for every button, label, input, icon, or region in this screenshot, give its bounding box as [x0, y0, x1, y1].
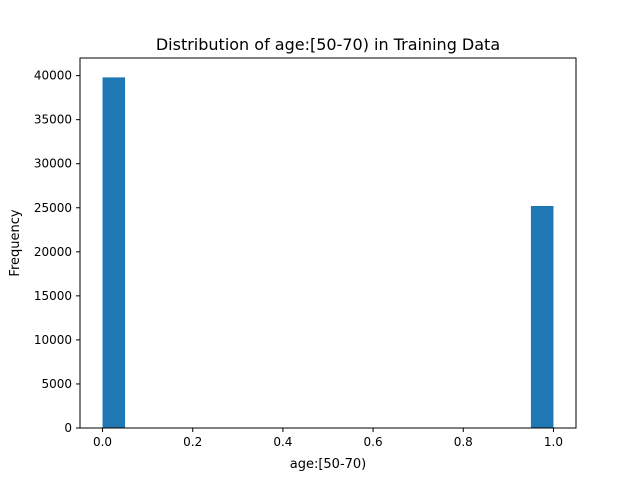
x-tick-label: 0.6 [364, 435, 383, 449]
y-tick-label: 0 [64, 421, 72, 435]
x-axis-label: age:[50-70) [290, 457, 367, 472]
y-tick-label: 10000 [34, 333, 72, 347]
y-tick-label: 35000 [34, 113, 72, 127]
y-tick-label: 5000 [41, 377, 72, 391]
x-tick-label: 1.0 [544, 435, 563, 449]
histogram-bar [530, 206, 554, 428]
x-tick-label: 0.8 [454, 435, 473, 449]
histogram-bar [102, 77, 126, 428]
y-tick-label: 30000 [34, 157, 72, 171]
y-axis-label: Frequency [8, 209, 23, 276]
y-tick-label: 20000 [34, 245, 72, 259]
x-tick-label: 0.4 [273, 435, 292, 449]
y-tick-label: 40000 [34, 69, 72, 83]
y-axis-ticks: 0 5000 10000 15000 20000 25000 30000 35000 40000 [34, 69, 80, 435]
bars-group [102, 77, 554, 428]
y-tick-label: 25000 [34, 201, 72, 215]
x-tick-label: 0.2 [183, 435, 202, 449]
plot-frame [79, 57, 577, 429]
x-axis-ticks: 0.0 0.2 0.4 0.6 0.8 1.0 [93, 428, 563, 449]
y-tick-label: 15000 [34, 289, 72, 303]
x-tick-label: 0.0 [93, 435, 112, 449]
chart-title: Distribution of age:[50-70) in Training … [156, 35, 500, 54]
